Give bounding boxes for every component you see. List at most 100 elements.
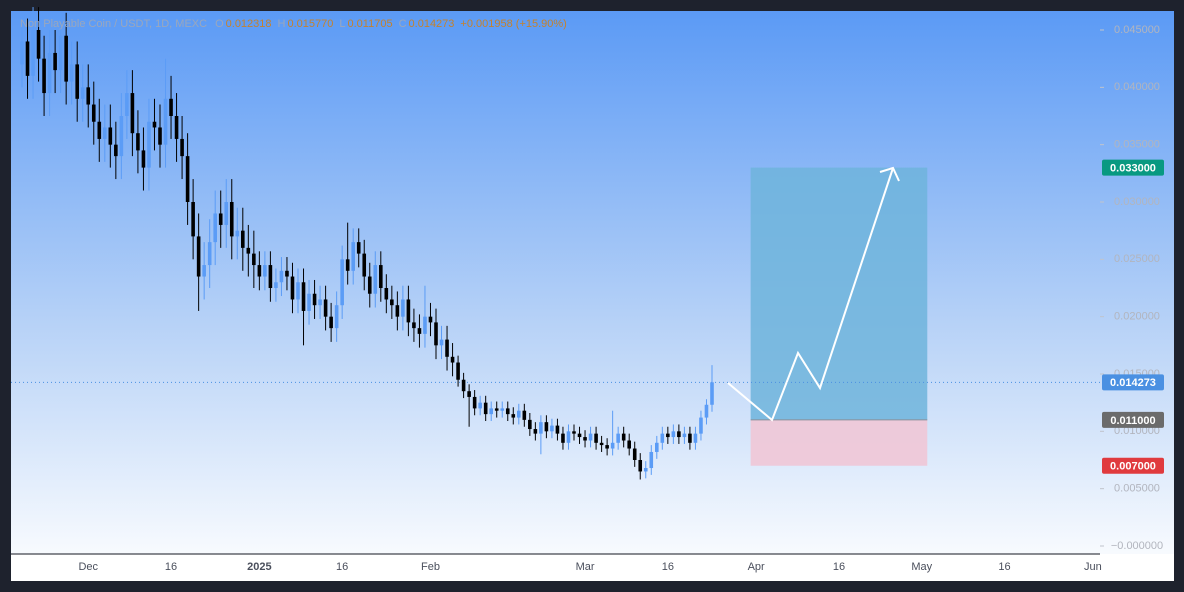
candle-body (91, 104, 96, 122)
candle-body (649, 451, 654, 469)
candle-body (185, 156, 190, 202)
y-tick-label: 0.035000 (1114, 139, 1160, 151)
candle-body (599, 442, 604, 446)
candle-body (710, 382, 714, 405)
candle-body (489, 408, 493, 415)
candle-body (439, 339, 444, 346)
candle-body (638, 460, 643, 472)
ohlc-key: L (339, 18, 345, 30)
candle-body (158, 127, 162, 145)
loss-zone (750, 419, 928, 466)
ohlc-value: 0.014273 (409, 18, 455, 30)
price-badge (1102, 457, 1164, 474)
candle-body (401, 299, 405, 317)
price-badge-label: 0.011000 (1110, 415, 1155, 427)
x-tick-label: Jun (1084, 561, 1102, 573)
candle-body (572, 431, 576, 434)
candle-body (196, 236, 201, 277)
candle-body (296, 282, 300, 300)
candle-body (671, 431, 676, 438)
candle-body (31, 30, 35, 76)
x-tick-label: 16 (336, 561, 348, 573)
price-badge (1102, 374, 1164, 391)
candle-body (108, 127, 113, 145)
candle-body (114, 144, 118, 157)
candle-body (279, 270, 284, 283)
change-value: +0.001958 (+15.90%) (460, 18, 566, 30)
y-tick-label: 0.040000 (1114, 81, 1160, 93)
candle-body (125, 93, 129, 116)
candle-body (152, 121, 157, 128)
candle-body (472, 396, 477, 409)
candle-body (423, 316, 427, 334)
candle-body (655, 442, 659, 452)
candle-body (20, 41, 24, 65)
candle-body (494, 408, 499, 411)
candle-body (528, 419, 532, 430)
candle-body (274, 282, 278, 288)
candle-body (362, 253, 367, 277)
y-tick-label: 0.020000 (1114, 311, 1160, 323)
y-tick-label: 0.045000 (1114, 24, 1160, 36)
candle-body (207, 242, 212, 266)
symbol-title: Non Playable Coin / USDT, 1D, MEXC (20, 18, 207, 30)
candle-body (505, 408, 510, 415)
candle-body (699, 417, 703, 434)
candle-body (533, 429, 538, 434)
candle-body (218, 213, 223, 225)
candle-body (577, 433, 582, 438)
candle-body (136, 133, 140, 151)
candle-body (163, 98, 168, 145)
candle-body (130, 93, 135, 134)
candle-body (583, 437, 587, 441)
candle-body (417, 328, 422, 334)
candle-body (467, 391, 471, 397)
candle-body (213, 213, 217, 243)
candle-body (610, 442, 615, 449)
x-tick-label: 2025 (247, 561, 271, 573)
ohlc-value: 0.015770 (287, 18, 333, 30)
candle-body (318, 299, 322, 306)
x-tick-label: 16 (998, 561, 1010, 573)
candle-body (456, 362, 460, 380)
candle-body (395, 305, 400, 317)
candle-body (693, 433, 698, 443)
ohlc-key: C (399, 18, 407, 30)
y-tick-label: 0.030000 (1114, 196, 1160, 208)
candle-body (544, 422, 549, 432)
candle-body (632, 448, 637, 460)
candle-body (345, 259, 350, 271)
candle-body (141, 150, 146, 168)
candle-body (588, 433, 593, 441)
arrow-head (879, 166, 900, 182)
candle-body (241, 230, 245, 248)
x-tick-label: 16 (662, 561, 674, 573)
candle-body (25, 41, 30, 76)
candle-body (268, 265, 273, 288)
y-tick-label: 0.005000 (1114, 483, 1160, 495)
candle-body (202, 265, 206, 277)
candle-body (174, 116, 179, 139)
candle-body (627, 440, 631, 449)
candle-body (367, 276, 372, 294)
candle-body (688, 433, 692, 443)
candle-body (522, 410, 527, 420)
candle-body (461, 379, 466, 392)
candle-body (147, 121, 151, 168)
candle-body (252, 253, 256, 266)
candle-body (285, 270, 289, 277)
price-badge-label: 0.014273 (1110, 377, 1156, 389)
candle-body (621, 433, 626, 441)
candle-body (257, 265, 262, 277)
candle-body (86, 87, 91, 105)
price-badge-label: 0.033000 (1110, 163, 1156, 175)
ohlc-value: 0.012318 (226, 18, 272, 30)
candle-body (119, 116, 124, 157)
candle-body (246, 247, 251, 254)
candle-body (373, 265, 378, 294)
candle-body (561, 433, 565, 443)
candle-body (75, 64, 79, 99)
candle-body (351, 242, 355, 271)
candle-body (539, 422, 543, 434)
